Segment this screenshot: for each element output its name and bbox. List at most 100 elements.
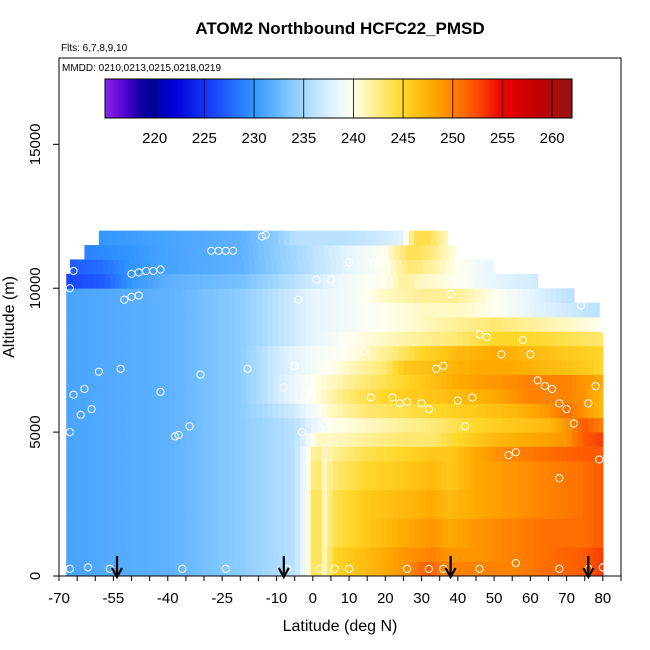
heatmap-cell <box>544 388 551 404</box>
heatmap-cell <box>349 345 356 361</box>
heatmap-cell <box>131 273 138 289</box>
heatmap-cell <box>343 460 350 491</box>
heatmap-cell <box>349 432 356 447</box>
x-axis-label: Latitude (deg N) <box>283 618 398 635</box>
heatmap-cell <box>175 388 182 404</box>
heatmap-cell <box>533 403 541 419</box>
heatmap-cell <box>182 245 189 260</box>
heatmap-cell <box>283 374 290 390</box>
heatmap-cell <box>403 432 410 447</box>
heatmap-cell <box>414 360 421 375</box>
heatmap-cell <box>392 374 399 390</box>
heatmap-cell <box>126 331 133 347</box>
heatmap-cell <box>213 446 220 462</box>
heatmap-cell <box>528 547 535 563</box>
heatmap-cell <box>245 360 252 375</box>
heatmap-cell <box>495 388 502 404</box>
x-tick-label: 30 <box>413 590 430 607</box>
heatmap-cell <box>153 302 160 318</box>
heatmap-cell <box>463 273 470 289</box>
heatmap-cell <box>370 331 377 347</box>
heatmap-cell <box>533 432 541 447</box>
heatmap-cell <box>102 259 109 275</box>
heatmap-cell <box>408 345 415 361</box>
heatmap-cell <box>278 432 285 447</box>
heatmap-cell <box>71 360 78 375</box>
heatmap-cell <box>283 446 290 462</box>
heatmap-cell <box>390 259 397 275</box>
heatmap-cell <box>419 403 426 419</box>
heatmap-cell <box>278 446 285 462</box>
heatmap-cell <box>115 374 122 390</box>
heatmap-cell <box>452 288 459 304</box>
heatmap-cell <box>441 403 448 419</box>
heatmap-cell <box>223 230 231 246</box>
heatmap-cell <box>191 331 198 347</box>
heatmap-cell <box>211 259 218 275</box>
heatmap-cell <box>436 561 443 577</box>
heatmap-cell <box>223 432 231 447</box>
heatmap-cell <box>457 403 464 419</box>
heatmap-cell <box>223 388 231 404</box>
heatmap-cell <box>495 460 502 491</box>
heatmap-cell <box>528 331 535 347</box>
colorbar-tick-label: 235 <box>291 130 316 147</box>
heatmap-cell <box>359 345 366 361</box>
heatmap-cell <box>588 360 595 375</box>
dates-label: MMDD: 0210,0213,0215,0218,0219 <box>62 63 221 74</box>
heatmap-cell <box>310 273 318 289</box>
heatmap-cell <box>66 417 73 433</box>
heatmap-cell <box>213 302 220 318</box>
heatmap-cell <box>599 388 604 404</box>
heatmap-cell <box>446 374 453 390</box>
heatmap-cell <box>305 360 312 375</box>
heatmap-cell <box>316 374 323 390</box>
observation-point <box>591 381 600 391</box>
heatmap-cell <box>381 561 388 577</box>
heatmap-cell <box>175 331 182 347</box>
heatmap-cell <box>71 273 78 289</box>
heatmap-cell <box>365 460 372 491</box>
heatmap-cell <box>272 288 279 304</box>
heatmap-cell <box>332 446 339 462</box>
heatmap-cell <box>185 446 192 462</box>
arrow-icon <box>111 556 123 580</box>
heatmap-cell <box>599 360 604 375</box>
heatmap-cell <box>115 331 122 347</box>
heatmap-cell <box>419 547 426 563</box>
heatmap-cell <box>376 446 383 462</box>
heatmap-cell <box>144 245 151 260</box>
heatmap-cell <box>153 446 160 462</box>
heatmap-cell <box>256 317 263 332</box>
heatmap-cell <box>289 446 296 462</box>
heatmap-cell <box>251 374 258 390</box>
chart-title: ATOM2 Northbound HCFC22_PMSD <box>195 19 484 38</box>
heatmap-cell <box>474 432 481 447</box>
heatmap-cell <box>523 345 530 361</box>
heatmap-cell <box>408 288 415 304</box>
heatmap-cell <box>115 417 122 433</box>
heatmap-cell <box>262 317 269 332</box>
heatmap-cell <box>523 460 530 491</box>
heatmap-cell <box>441 518 448 548</box>
heatmap-cell <box>332 561 339 577</box>
heatmap-cell <box>82 317 89 332</box>
heatmap-cell <box>446 331 453 347</box>
heatmap-cell <box>512 273 519 289</box>
heatmap-cell <box>452 446 459 462</box>
heatmap-cell <box>457 432 464 447</box>
heatmap-cell <box>588 388 595 404</box>
heatmap-cell <box>213 388 220 404</box>
heatmap-cell <box>539 518 546 548</box>
heatmap-cell <box>77 273 84 289</box>
heatmap-cell <box>445 259 452 275</box>
heatmap-cell <box>419 273 426 289</box>
heatmap-cell <box>115 230 122 246</box>
heatmap-cell <box>341 259 348 275</box>
heatmap-cell <box>234 317 241 332</box>
arrow-icon <box>582 556 595 580</box>
heatmap-cell <box>316 302 323 318</box>
observation-point <box>359 347 368 356</box>
heatmap-cell <box>136 230 143 246</box>
heatmap-cell <box>269 245 276 260</box>
